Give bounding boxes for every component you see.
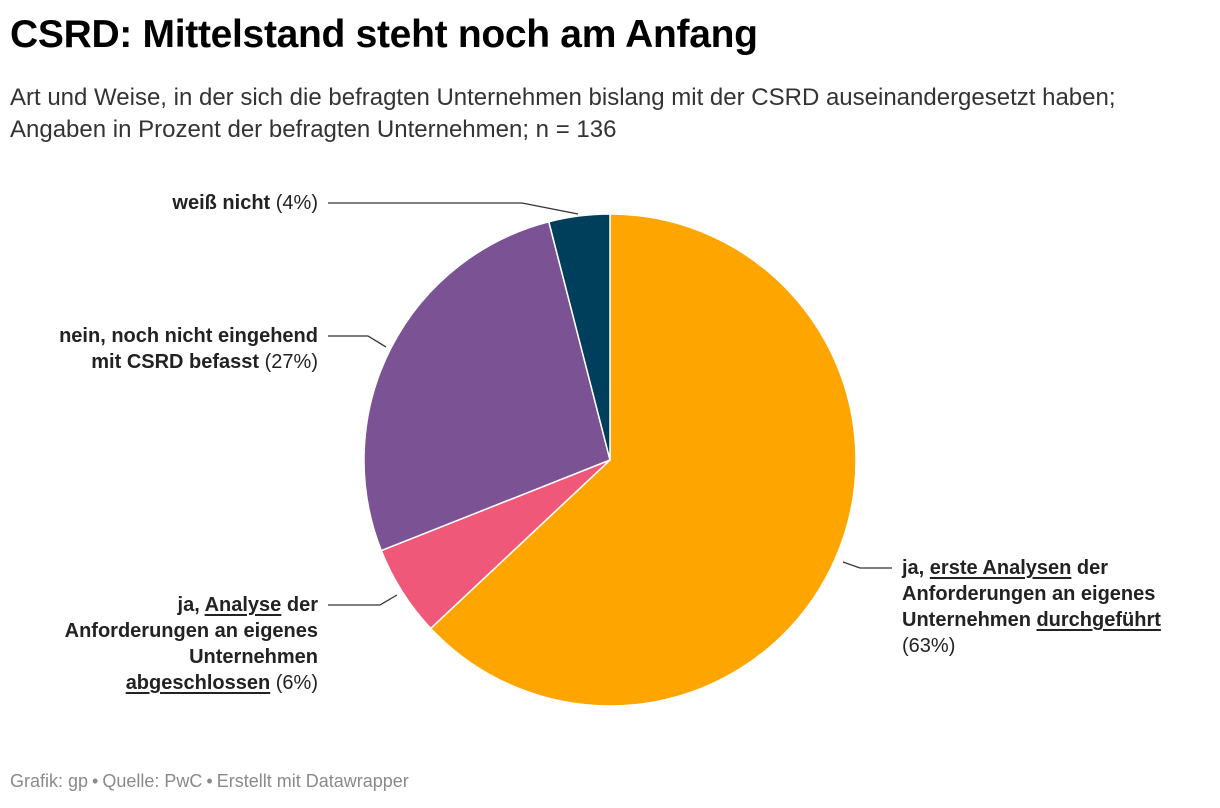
footer-separator: • — [92, 771, 99, 791]
slice-label-weiss-nicht: weiß nicht (4%) — [18, 190, 318, 216]
leader-line-nein — [328, 335, 387, 348]
label-text-line3a: Unternehmen — [902, 609, 1037, 631]
label-text-line3: Unternehmen — [189, 646, 318, 668]
footer-tool: Erstellt mit Datawrapper — [216, 771, 409, 791]
slice-label-nein: nein, noch nicht eingehend mit CSRD befa… — [0, 323, 318, 375]
chart-footer: Grafik: gp • Quelle: PwC • Erstellt mit Data… — [10, 771, 409, 792]
chart-title: CSRD: Mittelstand steht noch am Anfang — [10, 13, 758, 56]
label-value: (27%) — [264, 351, 318, 373]
label-text-a: ja, — [902, 557, 930, 579]
label-underline-1: erste Analysen — [929, 557, 1072, 579]
label-text-line2: mit CSRD befasst — [91, 351, 260, 373]
label-text: weiß nicht — [172, 192, 271, 214]
label-value: (4%) — [275, 192, 318, 214]
footer-credit: Grafik: gp — [10, 771, 89, 791]
footer-source: Quelle: PwC — [102, 771, 203, 791]
label-text-line1: nein, noch nicht eingehend — [59, 325, 318, 347]
pie-slices — [363, 213, 857, 707]
label-underline-2: durchgeführt — [1036, 609, 1161, 631]
leader-line-weiss-nicht — [328, 202, 579, 215]
label-text-b: der — [281, 594, 318, 616]
footer-separator: • — [206, 771, 213, 791]
label-text-b: der — [1071, 557, 1109, 579]
leader-line-ja-erste — [842, 561, 892, 569]
leader-lines — [328, 202, 892, 606]
leader-line-ja-abgeschlossen — [328, 594, 398, 606]
pie-slice-nein — [363, 220, 611, 552]
pie-slice-weiss-nicht — [547, 213, 611, 461]
slice-label-ja-abgeschlossen: ja, Analyse der Anforderungen an eigenes… — [0, 592, 318, 696]
label-value: (6%) — [275, 672, 318, 694]
label-text-a: ja, — [177, 594, 205, 616]
label-underline-1: Analyse — [204, 594, 282, 616]
label-text-line2: Anforderungen an eigenes — [64, 620, 318, 642]
slice-label-ja-erste: ja, erste Analysen der Anforderungen an … — [902, 555, 1214, 659]
label-text-line2: Anforderungen an eigenes — [902, 583, 1156, 605]
pie-slice-ja-erste — [429, 213, 857, 707]
label-value: (63%) — [902, 635, 956, 657]
chart-subtitle: Art und Weise, in der sich die befragten… — [10, 84, 1116, 143]
label-underline-2: abgeschlossen — [125, 672, 271, 694]
